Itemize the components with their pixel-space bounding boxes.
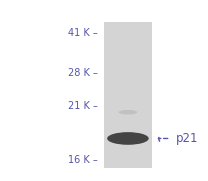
Bar (104, 22, 152, 168)
Text: 16 K –: 16 K – (68, 155, 98, 165)
Ellipse shape (119, 110, 137, 115)
Text: 28 K –: 28 K – (68, 68, 98, 78)
Text: p21: p21 (176, 132, 198, 145)
Text: 41 K –: 41 K – (68, 28, 98, 38)
Text: 21 K –: 21 K – (68, 101, 98, 111)
Ellipse shape (107, 132, 149, 145)
